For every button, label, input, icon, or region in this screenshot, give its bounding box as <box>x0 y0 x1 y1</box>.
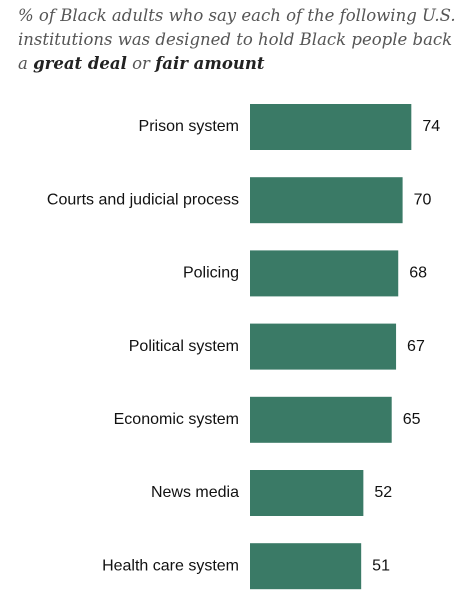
category-label: Courts and judicial process <box>47 191 239 208</box>
subtitle-text-2: or <box>126 54 156 73</box>
bar-news-media <box>250 470 364 516</box>
value-label: 65 <box>403 411 421 428</box>
bar-economic-system <box>250 396 392 443</box>
value-label: 68 <box>409 265 427 282</box>
value-label: 74 <box>422 118 440 135</box>
category-label: Health care system <box>102 557 239 574</box>
bar-political-system <box>250 323 397 370</box>
bar-policing <box>250 250 399 297</box>
category-label: News media <box>151 484 239 501</box>
bar-health-care-system <box>250 543 362 590</box>
value-label: 51 <box>372 557 390 574</box>
bar-prison-system <box>250 104 412 150</box>
value-label: 70 <box>414 191 432 208</box>
bar-courts-and-judicial-process <box>250 177 403 224</box>
category-label: Economic system <box>114 411 239 428</box>
category-label: Prison system <box>139 118 239 135</box>
chart-subtitle: % of Black adults who say each of the fo… <box>18 4 462 76</box>
category-label: Policing <box>183 265 239 282</box>
subtitle-emphasis-fair-amount: fair amount <box>155 54 265 73</box>
subtitle-emphasis-great-deal: great deal <box>33 54 127 73</box>
value-label: 67 <box>407 338 425 355</box>
category-label: Political system <box>129 338 239 355</box>
subtitle-text-1: % of Black adults who say each of the fo… <box>18 6 456 73</box>
value-label: 52 <box>374 484 392 501</box>
